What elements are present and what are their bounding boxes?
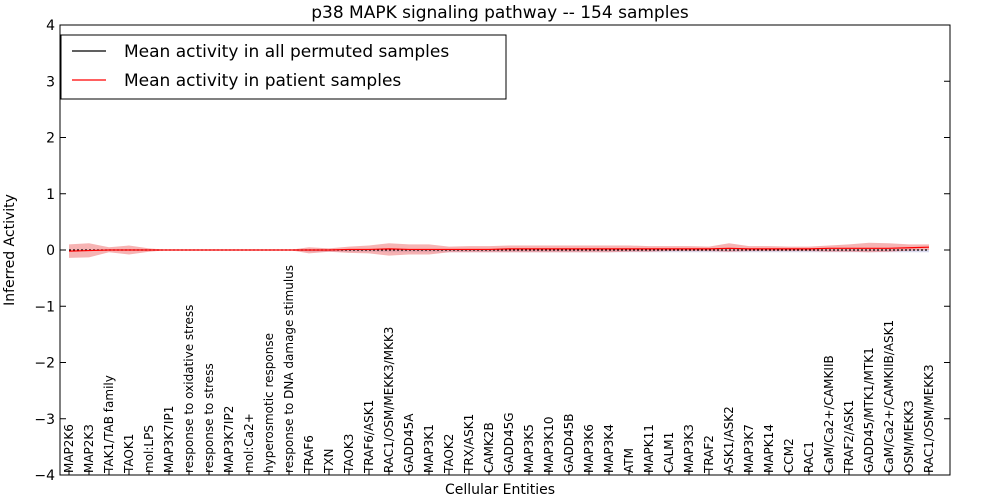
- x-tick-label: mol:LPS: [142, 425, 156, 473]
- x-tick-label: TAK1/TAB family: [102, 375, 116, 474]
- y-tick-label: 0: [46, 243, 55, 259]
- y-tick-label: 2: [46, 131, 55, 147]
- x-tick-label: GADD45A: [402, 413, 416, 473]
- x-tick-label: RAC1/OSM/MEKK3: [922, 364, 936, 473]
- x-tick-label: response to oxidative stress: [182, 305, 196, 473]
- x-axis-label: Cellular Entities: [445, 482, 555, 498]
- x-tick-label: CALM1: [662, 432, 676, 473]
- x-tick-label: MAP3K3: [682, 424, 696, 473]
- y-tick-label: 3: [46, 74, 55, 90]
- y-tick-label: 4: [46, 18, 55, 34]
- x-tick-label: MAP3K5: [522, 424, 536, 473]
- y-tick-label: −4: [34, 468, 55, 484]
- x-tick-label: TAOK3: [342, 434, 356, 474]
- x-tick-label: ASK1/ASK2: [722, 406, 736, 473]
- y-axis: −4 −3 −2 −1 0 1 2 3 4: [34, 18, 950, 484]
- x-axis: MAP2K6 MAP2K3 TAK1/TAB family TAOK1 mol:LPS M…: [62, 265, 936, 475]
- chart-title: p38 MAPK signaling pathway -- 154 sample…: [311, 3, 689, 23]
- legend-label-permuted: Mean activity in all permuted samples: [124, 42, 449, 62]
- x-tick-label: MAP3K7IP2: [222, 406, 236, 473]
- x-tick-label: CCM2: [782, 438, 796, 473]
- y-axis-label: Inferred Activity: [2, 194, 18, 306]
- x-tick-label: hyperosmotic response: [262, 333, 276, 473]
- y-tick-label: −1: [34, 299, 55, 315]
- x-tick-label: MAPK14: [762, 424, 776, 473]
- x-tick-label: TRX/ASK1: [462, 414, 476, 474]
- legend-box: [60, 34, 507, 100]
- x-tick-label: TRAF2: [702, 435, 716, 474]
- y-tick-label: 1: [46, 187, 55, 203]
- x-tick-label: TAOK1: [122, 434, 136, 474]
- x-tick-label: mol:Ca2+: [242, 413, 256, 473]
- x-tick-label: MAP3K1: [422, 424, 436, 473]
- legend: Mean activity in all permuted samples Me…: [60, 34, 507, 100]
- x-tick-label: CaM/Ca2+/CAMKIIB: [822, 355, 836, 473]
- x-tick-label: RAC1: [802, 441, 816, 473]
- x-tick-label: GADD45B: [562, 414, 576, 474]
- x-tick-label: MAP2K3: [82, 424, 96, 473]
- x-tick-label: OSM/MEKK3: [902, 400, 916, 473]
- x-tick-label: MAP3K6: [582, 424, 596, 473]
- x-tick-label: TRAF6: [302, 435, 316, 474]
- y-tick-label: −3: [34, 412, 55, 428]
- x-tick-label: MAP3K7IP1: [162, 406, 176, 473]
- x-tick-label: MAP3K7: [742, 424, 756, 473]
- x-tick-label: TAOK2: [442, 434, 456, 474]
- x-tick-label: MAPK11: [642, 424, 656, 473]
- x-tick-label: response to stress: [202, 363, 216, 473]
- x-tick-label: response to DNA damage stimulus: [282, 265, 296, 473]
- legend-label-patient: Mean activity in patient samples: [124, 71, 401, 91]
- x-tick-label: MAP2K6: [62, 424, 76, 473]
- x-tick-label: TRAF2/ASK1: [842, 400, 856, 474]
- x-tick-label: CAMK2B: [482, 422, 496, 473]
- x-tick-label: ATM: [622, 448, 636, 473]
- plot-area: [59, 24, 951, 476]
- x-tick-label: MAP3K10: [542, 416, 556, 473]
- y-tick-label: −2: [34, 356, 55, 372]
- x-tick-label: CaM/Ca2+/CAMKIIB/ASK1: [882, 320, 896, 473]
- x-tick-label: GADD45G: [502, 412, 516, 473]
- x-tick-label: TRAF6/ASK1: [362, 400, 376, 474]
- x-tick-label: MAP3K4: [602, 424, 616, 473]
- x-tick-label: GADD45/MTK1/MTK1: [862, 347, 876, 473]
- x-tick-label: RAC1/OSM/MEKK3/MKK3: [382, 327, 396, 473]
- x-tick-label: TXN: [322, 448, 336, 474]
- series-line-patient: [68, 246, 930, 252]
